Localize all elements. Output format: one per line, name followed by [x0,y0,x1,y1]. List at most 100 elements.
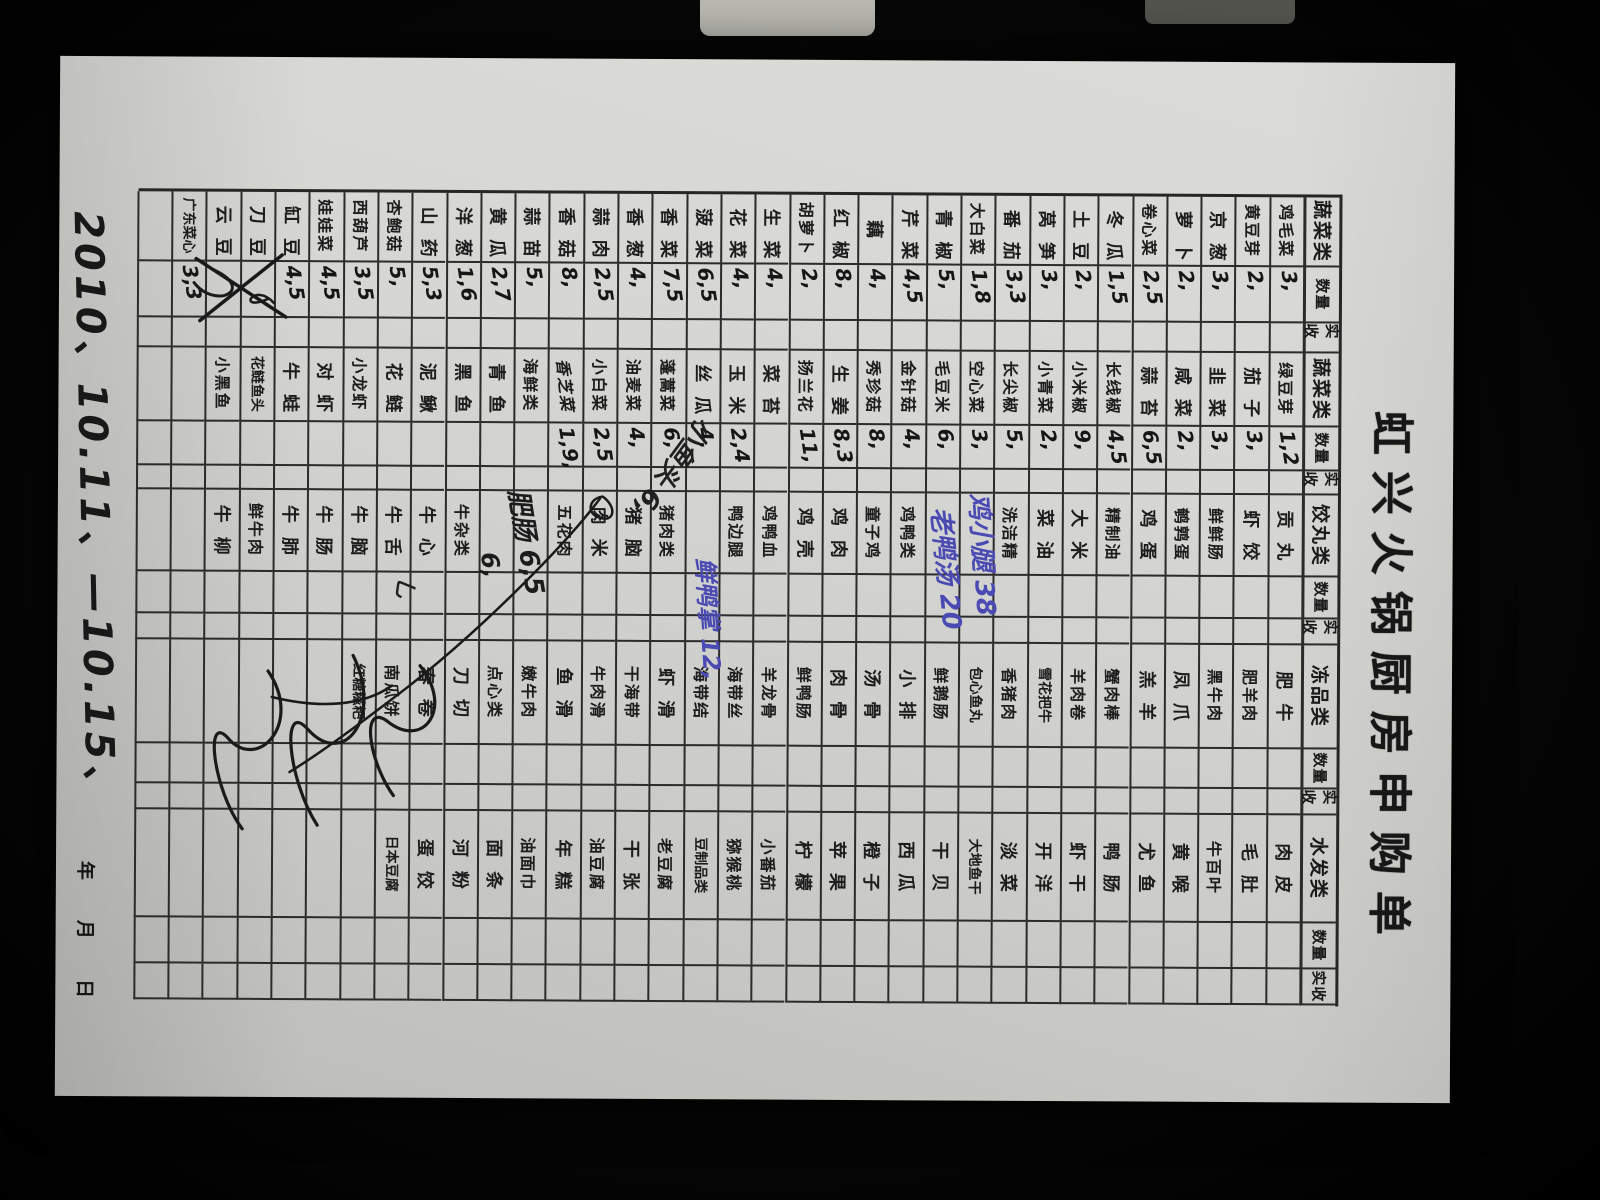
item-qty-cell: 2, [1165,266,1201,323]
item-recv-cell [682,786,718,813]
item-name-cell: 花鲢 [376,348,411,427]
item-qty-cell [956,921,992,968]
item-name: 日本豆腐 [382,835,400,892]
item-name: 洋葱 [451,206,474,272]
item-name-cell: 蒜肉 [582,193,618,272]
item-name-cell: 鲜鲜肠 [1198,494,1234,578]
item-qty-cell [441,918,477,966]
item-name: 鸡蛋 [1136,509,1158,574]
column-header-category: 水发类 [1299,815,1337,924]
item-name-cell: 羊肉卷 [1060,644,1096,749]
item-recv-cell [273,317,309,349]
item-name-cell: 玉米 [719,350,754,428]
item-name-cell: 芹菜 [891,195,927,273]
item-name: 菠菜 [691,208,714,273]
item-qty-cell: 6, [924,425,960,470]
item-qty-cell [717,746,752,787]
item-qty-cell: 2, [1164,426,1200,471]
item-recv-cell [788,320,823,351]
item-name: 虾干 [1065,842,1088,907]
item-name: 娃娃菜 [315,199,335,254]
item-recv-cell [1199,470,1234,496]
item-name: 羔羊 [1135,670,1157,735]
item-recv-cell [511,785,546,812]
item-recv-cell [924,469,960,494]
item-qty-cell [510,919,546,966]
handwritten-quantity: 11, [794,426,824,465]
item-qty-cell [442,744,478,786]
column-header-category: 饺丸类 [1301,495,1338,578]
item-name-cell: 黄瓜 [479,193,515,271]
item-recv-cell [307,466,342,491]
item-qty-cell [1093,922,1129,969]
handwritten-quantity: 2, [1035,427,1063,453]
item-name: 五花肉 [554,504,574,559]
item-name: 蒜肉 [588,207,611,272]
item-name: 雪花把牛 [1035,666,1052,724]
item-qty-cell [1060,748,1095,789]
item-name: 牛百叶 [1204,840,1224,895]
item-recv-cell [891,321,926,352]
item-recv-cell [1131,322,1166,353]
item-name-cell: 牛肠 [306,490,342,573]
item-recv-cell [1234,323,1269,354]
item-recv-cell [544,965,580,1002]
item-name-cell [134,639,170,744]
item-name-cell: 花菜 [720,194,755,273]
item-name: 泥鳅 [416,362,438,427]
item-recv-cell [1128,788,1164,815]
handwritten-quantity: 2,5 [1138,267,1168,307]
item-name-cell [305,640,341,745]
item-name: 黑鱼 [450,362,473,428]
item-name-cell: 绿豆芽 [1268,353,1303,428]
item-recv-cell [1096,322,1132,353]
item-recv-cell [407,964,442,1001]
item-qty-cell [134,743,169,784]
item-recv-cell [922,787,958,814]
item-recv-cell [578,965,614,1002]
date-line: 2010、10.11、—10.15、年月日 [65,176,128,998]
item-qty-cell [305,744,341,785]
item-qty-cell: 8, [856,425,891,470]
item-qty-cell [1128,748,1164,789]
handwritten-quantity: 3,5 [349,263,379,303]
item-name: 黑牛肉 [1205,668,1225,723]
item-recv-cell [956,967,991,1004]
handwritten-quantity: 5, [384,263,412,289]
item-name: 花菜 [726,208,748,273]
item-name-cell: 鹌鹑蛋 [1164,494,1200,577]
item-name: 肉骨 [826,668,849,733]
handwritten-quantity: 4, [727,265,755,291]
item-name: 长尖椒 [1000,360,1021,415]
item-qty-cell [511,745,547,786]
item-name-cell: 花鲢鱼头 [239,347,274,422]
item-name: 大白菜 [967,202,987,257]
handwritten-quantity: 2, [1173,268,1201,293]
item-qty-cell [273,421,308,467]
item-recv-cell [581,467,617,492]
item-name: 蒜苗 [520,207,542,272]
item-name: 鸭肠 [1100,842,1122,907]
handwritten-quantity: 5,3 [418,264,448,303]
item-recv-cell [888,787,924,814]
item-name: 小米椒 [1069,361,1089,416]
item-recv-cell [170,465,205,490]
item-name: 小龙虾 [349,357,369,412]
item-name: 刀豆 [245,205,268,270]
paper-document: 虹兴火锅厨房申购单 蔬菜类 数量 实收 鸡毛菜 3, 黄豆芽 2, 京葱 3, 萝卜 2, 卷心菜 2,… [54,55,1456,1104]
column-header-qty: 数量 [1302,267,1340,324]
item-name-cell: 五花肉 [546,491,582,574]
item-name: 冬瓜 [1103,210,1125,275]
item-name: 虾饺 [1239,510,1261,575]
item-recv-cell [1024,967,1060,1005]
item-name-cell: 刀切 [443,640,478,746]
item-qty-cell: 4, [890,425,925,470]
item-qty-cell [923,747,958,788]
column-header-category: 冻品类 [1300,645,1338,750]
item-name: 香芝菜 [552,357,577,414]
item-qty-cell: 5,3 [411,262,448,319]
item-name: 青椒 [931,209,954,274]
item-name-cell: 黄豆芽 [1234,197,1270,268]
item-name-cell: 卷心菜 [1131,196,1167,267]
item-recv-cell [513,319,549,350]
